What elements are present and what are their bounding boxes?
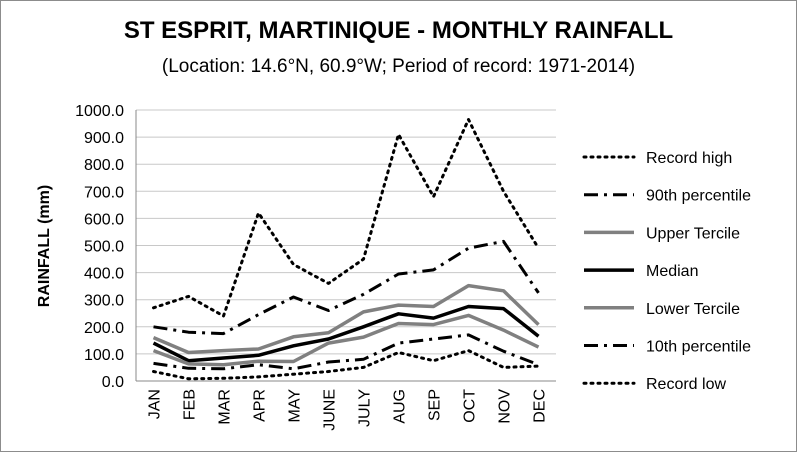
x-tick-label: MAR: [217, 389, 234, 425]
chart-subtitle: (Location: 14.6°N, 60.9°W; Period of rec…: [161, 56, 636, 77]
x-tick-label: NOV: [497, 389, 514, 424]
y-tick-label: 300.0: [84, 293, 124, 310]
y-tick-label: 600.0: [84, 211, 124, 228]
series-line-upper-tercile: [152, 283, 540, 355]
y-tick-label: 800.0: [84, 157, 124, 174]
y-tick-label: 500.0: [84, 239, 124, 256]
legend-item-10th-percentile: 10th percentile: [584, 339, 751, 356]
y-tick-label: 700.0: [84, 184, 124, 201]
legend-item-record-low: Record low: [582, 376, 726, 393]
legend-item-lower-tercile: Lower Tercile: [584, 301, 740, 318]
legend-item-median: Median: [584, 263, 698, 280]
legend-label: Median: [646, 263, 698, 280]
x-tick-label: MAY: [287, 389, 304, 423]
legend-label: 90th percentile: [646, 188, 751, 205]
y-tick-label: 900.0: [84, 130, 124, 147]
gridlines: [136, 109, 556, 355]
legend-label: Record low: [646, 376, 726, 393]
legend-item-90th-percentile: 90th percentile: [584, 188, 751, 205]
legend-label: Record high: [646, 150, 732, 167]
legend-item-record-high: Record high: [582, 150, 732, 167]
x-tick-label: JULY: [357, 389, 374, 427]
series-line-record-high: [152, 118, 540, 318]
y-tick-label: 1000.0: [75, 103, 124, 120]
x-tick-labels: JAN FEB MAR APR MAY JUNE JULY AUG SEP OCT NOV DEC: [147, 389, 549, 431]
series-line-median: [152, 304, 540, 363]
x-tick-label: JAN: [147, 389, 164, 419]
x-tick-label: SEP: [427, 389, 444, 421]
x-tick-label: DEC: [532, 389, 549, 423]
y-tick-label: 100.0: [84, 347, 124, 364]
legend: Record high 90th percentile Upper Tercile M…: [582, 150, 751, 393]
y-tick-label: 400.0: [84, 266, 124, 283]
x-tick-label: AUG: [392, 389, 409, 424]
legend-label: 10th percentile: [646, 339, 751, 356]
legend-label: Upper Tercile: [646, 225, 740, 242]
y-tick-label: 200.0: [84, 320, 124, 337]
x-tick-label: OCT: [462, 389, 479, 423]
series-line-10th-percentile: [153, 333, 540, 371]
legend-item-upper-tercile: Upper Tercile: [584, 225, 740, 242]
series-lines: [152, 118, 540, 381]
x-tick-label: APR: [252, 389, 269, 422]
y-tick-label: 0.0: [102, 374, 124, 391]
x-tick-label: FEB: [182, 389, 199, 420]
series-line-90th-percentile: [153, 239, 540, 336]
y-axis-title: RAINFALL (mm): [36, 185, 53, 307]
series-line-record-low: [152, 349, 540, 381]
series-line-lower-tercile: [152, 313, 540, 367]
legend-label: Lower Tercile: [646, 301, 740, 318]
y-tick-labels: 0.0 100.0 200.0 300.0 400.0 500.0 600.0 700.0 80…: [75, 103, 124, 391]
x-tick-label: JUNE: [322, 389, 339, 431]
chart-title: ST ESPRIT, MARTINIQUE - MONTHLY RAINFALL: [123, 17, 674, 44]
